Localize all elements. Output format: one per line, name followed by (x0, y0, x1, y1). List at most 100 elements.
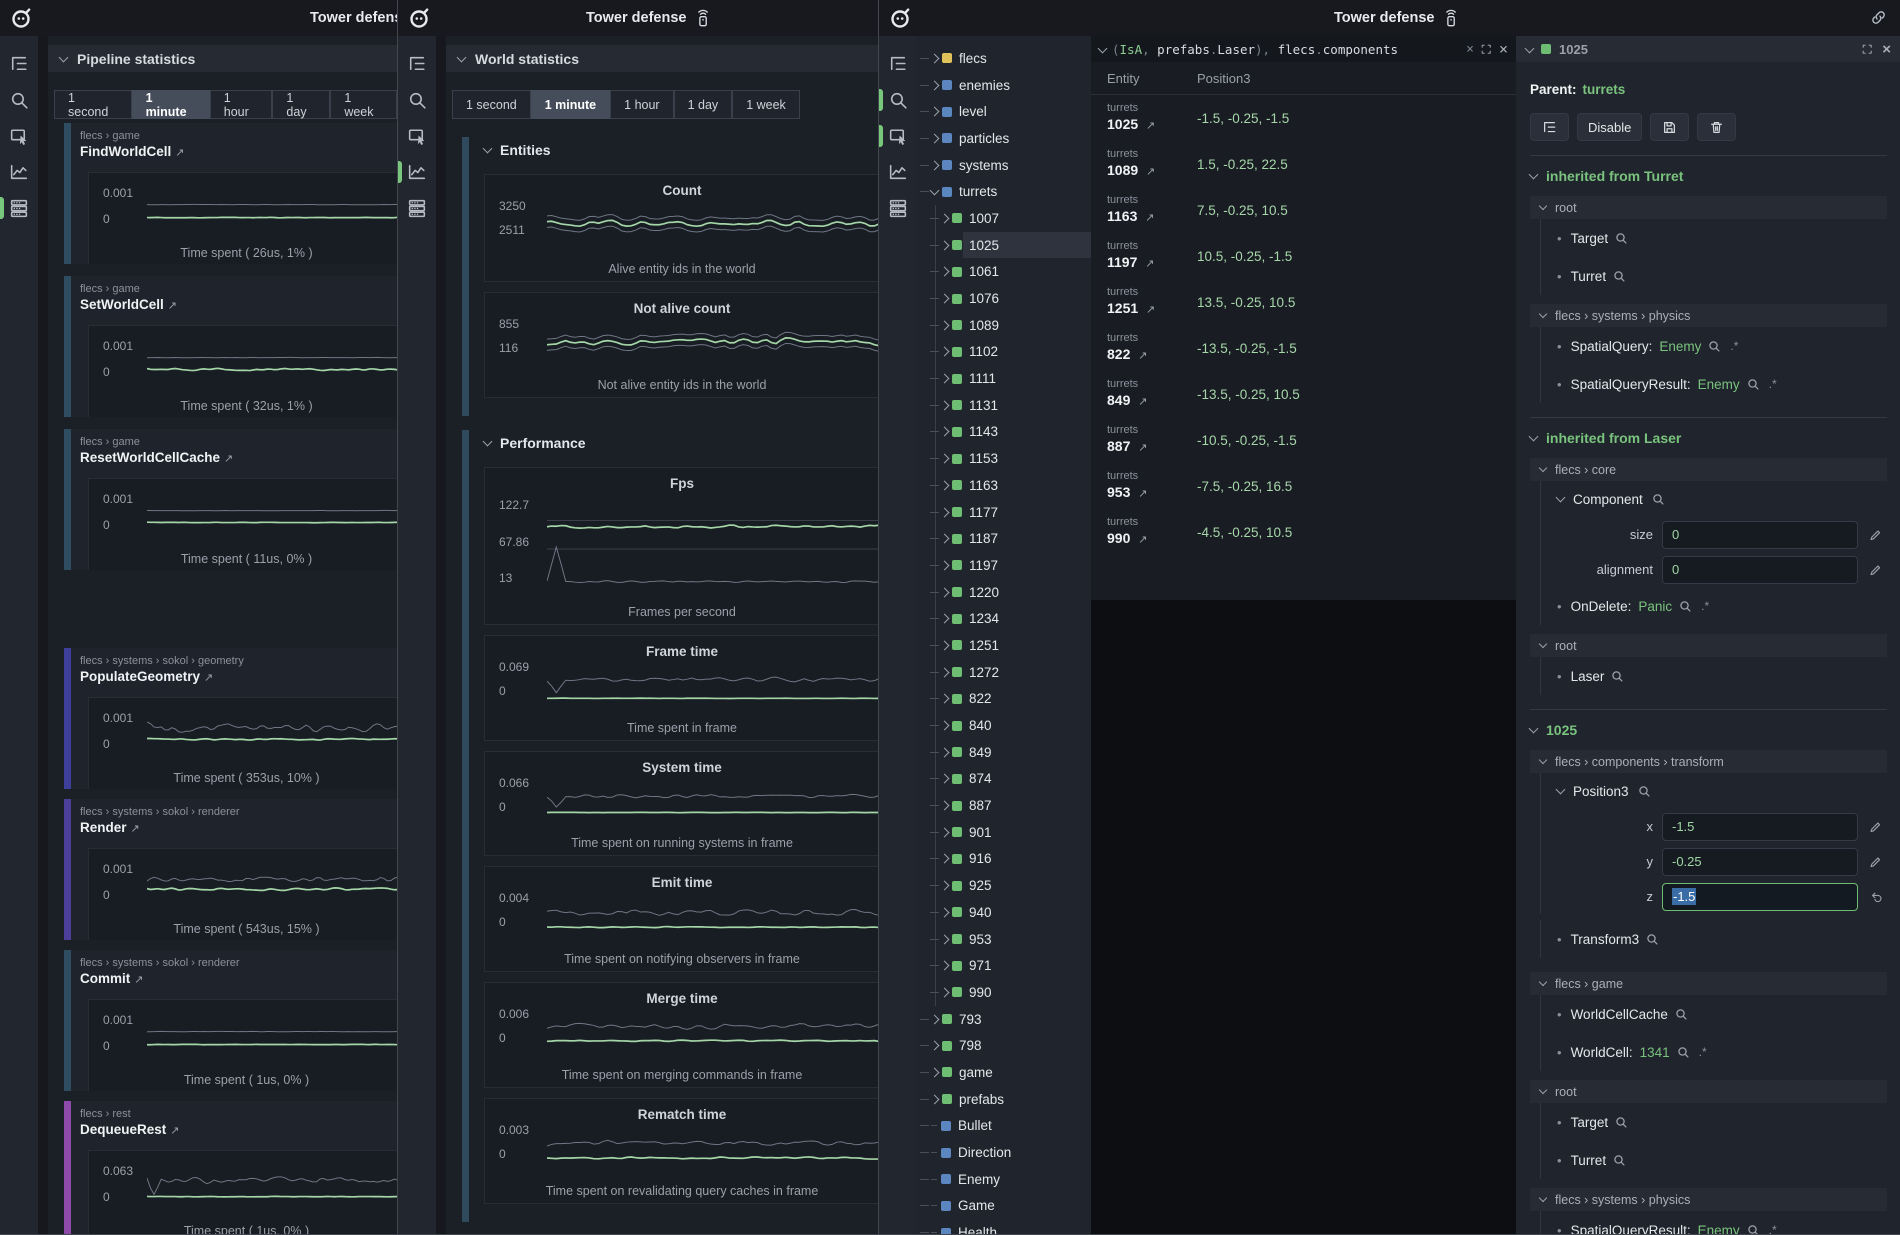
field-input-size[interactable]: 0 (1662, 520, 1858, 549)
query-result-row[interactable]: turrets 990 ↗ -4.5, -0.25, 10.5 (1091, 509, 1516, 555)
tree-item-turrets[interactable]: turrets (916, 178, 1091, 205)
time-range-1-minute[interactable]: 1 minute (530, 90, 611, 119)
chevron-right-icon[interactable] (939, 747, 950, 758)
inspector-icon[interactable] (8, 125, 30, 147)
inspector-icon[interactable] (887, 125, 909, 147)
entity-id-link[interactable]: 1025 ↗ (1107, 116, 1156, 132)
chevron-right-icon[interactable] (929, 1014, 940, 1025)
tree-item-flecs[interactable]: flecs (916, 45, 1091, 72)
tree-item-953[interactable]: 953 (916, 925, 1091, 953)
tree-item-Game[interactable]: Game (916, 1193, 1091, 1220)
component-header-Position3[interactable]: Position3 (1540, 773, 1887, 809)
entity-id-link[interactable]: 849 ↗ (1107, 392, 1148, 408)
time-range-1-minute[interactable]: 1 minute (131, 90, 210, 119)
chevron-right-icon[interactable] (939, 720, 950, 731)
query-expression[interactable]: (IsA, prefabs.Laser), flecs.components (1112, 41, 1399, 57)
chevron-right-icon[interactable] (929, 106, 940, 117)
query-result-row[interactable]: turrets 953 ↗ -7.5, -0.25, 16.5 (1091, 463, 1516, 509)
chevron-right-icon[interactable] (939, 560, 950, 571)
tree-item-Enemy[interactable]: Enemy (916, 1166, 1091, 1193)
chevron-right-icon[interactable] (939, 827, 950, 838)
chevron-right-icon[interactable] (939, 667, 950, 678)
component-header-Component[interactable]: Component (1540, 481, 1887, 517)
time-range-1-hour[interactable]: 1 hour (610, 90, 674, 119)
time-range-1-second[interactable]: 1 second (54, 90, 132, 119)
card-title[interactable]: FindWorldCell ↗ (80, 144, 185, 159)
chevron-right-icon[interactable] (939, 987, 950, 998)
chevron-right-icon[interactable] (929, 1040, 940, 1051)
time-range-1-hour[interactable]: 1 hour (209, 90, 273, 119)
stats-icon[interactable] (8, 197, 30, 219)
chevron-down-icon[interactable] (929, 185, 940, 196)
inspector-icon[interactable] (406, 125, 428, 147)
chevron-right-icon[interactable] (939, 613, 950, 624)
chart-icon[interactable] (406, 161, 428, 183)
card-title[interactable]: Render ↗ (80, 820, 140, 835)
search-icon[interactable] (1613, 1154, 1626, 1167)
tree-item-1061[interactable]: 1061 (916, 258, 1091, 286)
inherit-section-header[interactable]: 1025 (1528, 709, 1887, 741)
tree-item-901[interactable]: 901 (916, 818, 1091, 846)
entity-id-link[interactable]: 822 ↗ (1107, 346, 1148, 362)
tree-item-887[interactable]: 887 (916, 792, 1091, 819)
time-range-1-week[interactable]: 1 week (732, 90, 800, 119)
query-result-row[interactable]: turrets 1163 ↗ 7.5, -0.25, 10.5 (1091, 187, 1516, 233)
query-result-row[interactable]: turrets 1197 ↗ 10.5, -0.25, -1.5 (1091, 233, 1516, 279)
card-title[interactable]: ResetWorldCellCache ↗ (80, 450, 234, 465)
chevron-right-icon[interactable] (939, 533, 950, 544)
tree-item-game[interactable]: game (916, 1059, 1091, 1086)
edit-pencil-icon[interactable] (1868, 819, 1884, 835)
group-title[interactable]: Performance (482, 431, 878, 455)
tree-item-systems[interactable]: systems (916, 152, 1091, 179)
chevron-right-icon[interactable] (929, 80, 940, 90)
component-value[interactable]: Enemy (1697, 1222, 1740, 1235)
parent-link[interactable]: turrets (1582, 82, 1626, 97)
tree-item-1025[interactable]: 1025 (916, 231, 1091, 259)
scope-section-header[interactable]: flecs › systems › physics (1530, 304, 1887, 327)
clear-query-icon[interactable]: × (1466, 41, 1474, 57)
tree-item-1163[interactable]: 1163 (916, 472, 1091, 499)
tree-item-prefabs[interactable]: prefabs (916, 1086, 1091, 1113)
tree-item-1153[interactable]: 1153 (916, 445, 1091, 472)
field-input-y[interactable]: -0.25 (1662, 847, 1858, 876)
search-icon[interactable] (1747, 378, 1760, 391)
chevron-down-icon[interactable] (1097, 43, 1108, 53)
tree-item-1131[interactable]: 1131 (916, 391, 1091, 419)
chevron-right-icon[interactable] (929, 1094, 940, 1105)
pair-wildcard-toggle[interactable]: .* (1730, 339, 1739, 353)
tree-icon[interactable] (887, 53, 909, 75)
scope-section-header[interactable]: root (1530, 1080, 1887, 1103)
search-icon[interactable] (1679, 600, 1692, 613)
card-title[interactable]: SetWorldCell ↗ (80, 297, 177, 312)
tree-item-940[interactable]: 940 (916, 899, 1091, 926)
component-value[interactable]: Enemy (1659, 338, 1702, 354)
chart-icon[interactable] (8, 161, 30, 183)
tree-item-particles[interactable]: particles (916, 125, 1091, 152)
chevron-right-icon[interactable] (939, 266, 950, 277)
delete-button[interactable] (1697, 113, 1737, 141)
chevron-right-icon[interactable] (939, 213, 950, 224)
chevron-right-icon[interactable] (939, 320, 950, 331)
tree-item-1197[interactable]: 1197 (916, 552, 1091, 579)
close-icon[interactable]: × (1498, 39, 1508, 58)
card-title[interactable]: DequeueRest ↗ (80, 1122, 180, 1137)
tree-item-enemies[interactable]: enemies (916, 72, 1091, 99)
search-icon[interactable] (1747, 1224, 1760, 1234)
tree-item-1187[interactable]: 1187 (916, 525, 1091, 553)
field-input-alignment[interactable]: 0 (1662, 555, 1858, 584)
chevron-right-icon[interactable] (939, 854, 950, 864)
tree-item-1111[interactable]: 1111 (916, 365, 1091, 392)
chevron-right-icon[interactable] (939, 240, 950, 251)
chevron-right-icon[interactable] (939, 960, 950, 971)
pair-wildcard-toggle[interactable]: .* (1768, 1223, 1777, 1234)
field-input-x[interactable]: -1.5 (1662, 812, 1858, 841)
tree-item-874[interactable]: 874 (916, 765, 1091, 793)
tree-item-1076[interactable]: 1076 (916, 285, 1091, 312)
entity-id-link[interactable]: 1197 ↗ (1107, 254, 1155, 270)
chevron-right-icon[interactable] (939, 880, 950, 891)
chevron-right-icon[interactable] (939, 427, 950, 437)
scope-section-header[interactable]: root (1530, 196, 1887, 219)
search-icon[interactable] (1611, 670, 1624, 683)
chevron-right-icon[interactable] (939, 800, 950, 811)
chevron-right-icon[interactable] (929, 1067, 940, 1078)
